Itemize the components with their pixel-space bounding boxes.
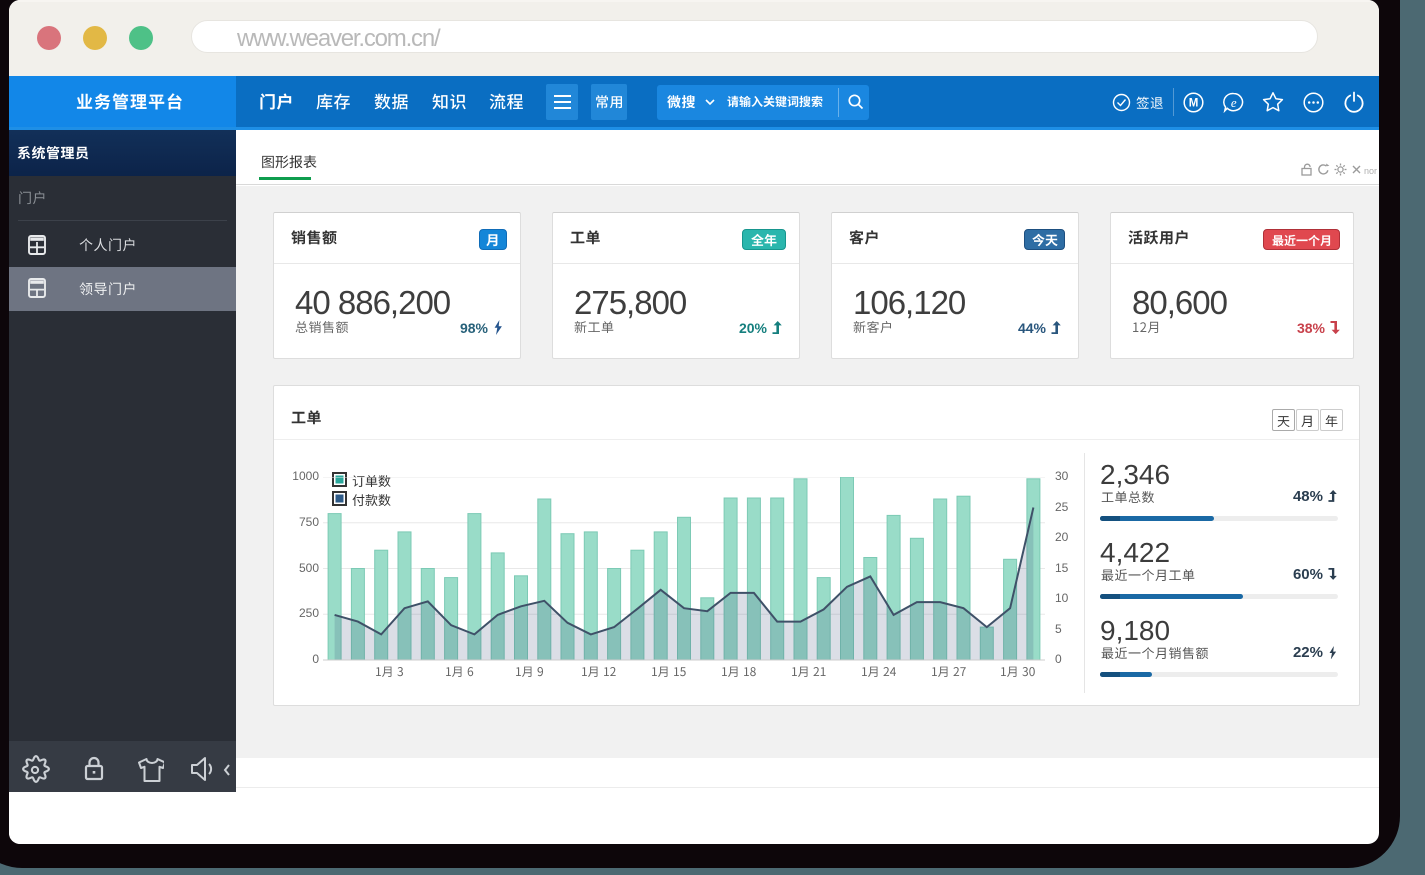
svg-text:e: e [1231,95,1237,110]
svg-text:M: M [1189,98,1199,110]
